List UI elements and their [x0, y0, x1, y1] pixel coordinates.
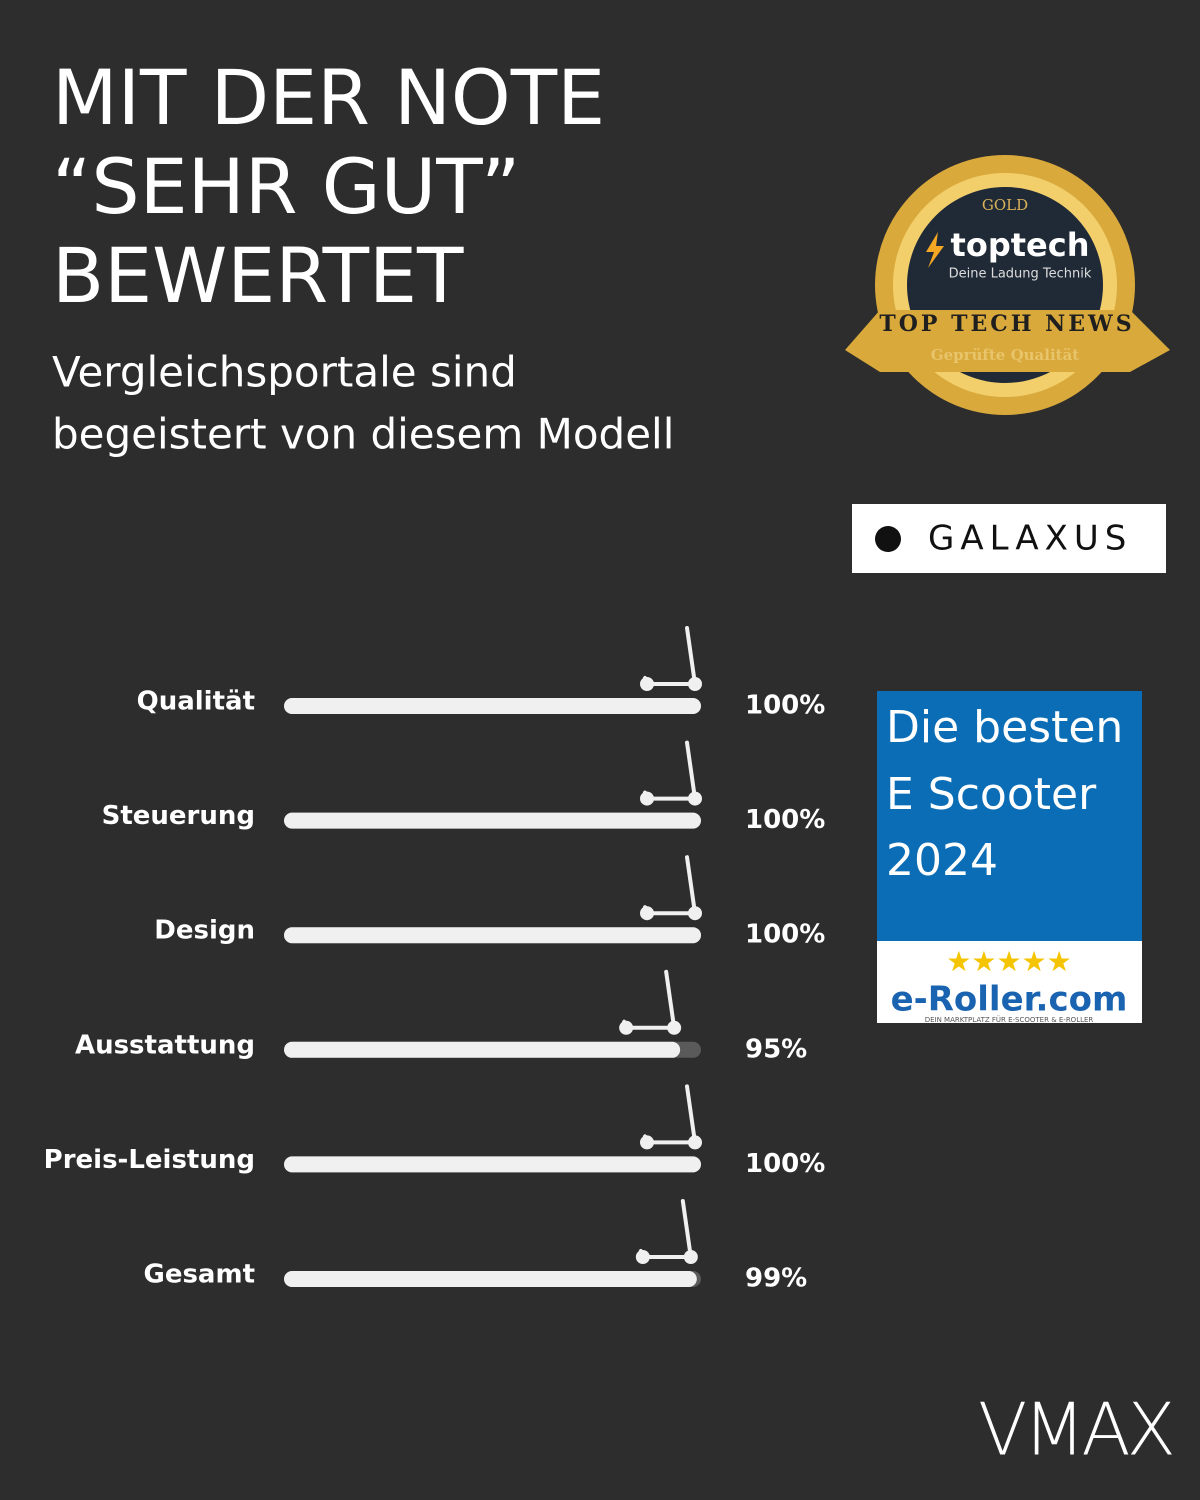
category-label: Gesamt — [143, 1260, 255, 1290]
scooter-wheel — [635, 1250, 650, 1264]
category-label: Qualität — [137, 687, 255, 717]
scooter-icon — [640, 740, 702, 806]
scooter-wheel — [640, 906, 654, 921]
subheadline: Vergleichsportale sind — [52, 348, 517, 397]
vmax-logo: VMAX — [978, 1388, 1173, 1472]
bolt-icon — [926, 232, 944, 268]
scooter-wheel — [667, 1020, 682, 1035]
category-label: Steuerung — [102, 801, 255, 831]
scooter-wheel — [688, 791, 702, 806]
scooter-icon — [640, 626, 702, 691]
eroller-line: Die besten — [886, 702, 1123, 753]
value-label: 100% — [745, 1149, 825, 1179]
subheadline: begeistert von diesem Modell — [52, 410, 674, 459]
seal-top: GOLD — [982, 196, 1028, 214]
seal-ribbon — [845, 310, 1170, 372]
category-label: Preis-Leistung — [44, 1145, 255, 1175]
scooter-wheel — [688, 677, 702, 691]
scooter-wheel — [640, 677, 654, 691]
bar — [284, 1041, 681, 1058]
scooter-icon — [635, 1199, 698, 1264]
bar — [284, 1271, 697, 1287]
headline: “SEHR GUT” — [52, 142, 520, 231]
value-label: 100% — [745, 805, 825, 835]
eroller-brand: e-Roller.com — [891, 980, 1128, 1020]
galaxus-icon — [875, 526, 901, 552]
bar — [284, 812, 701, 829]
bar — [284, 1156, 701, 1173]
eroller-tagline: DEIN MARKTPLATZ FÜR E-SCOOTER & E-ROLLER — [925, 1015, 1094, 1024]
scooter-wheel — [640, 1135, 654, 1150]
category-label: Ausstattung — [75, 1030, 255, 1060]
seal-ribbon-text: TOP TECH NEWS — [879, 311, 1134, 337]
eroller-top — [877, 691, 1142, 941]
value-label: 100% — [745, 691, 825, 721]
value-label: 95% — [745, 1034, 807, 1064]
scooter-icon — [640, 855, 702, 921]
seal-tagline: Deine Ladung Technik — [949, 267, 1092, 282]
seal: GOLD toptech Deine Ladung Technik TOP TE… — [845, 155, 1170, 415]
value-label: 100% — [745, 920, 825, 950]
scooter-wheel — [683, 1250, 698, 1264]
scooter-wheel — [619, 1020, 634, 1035]
bar — [284, 698, 701, 714]
seal-bottom: Geprüfte Qualität — [931, 346, 1080, 364]
scooter-wheel — [640, 791, 654, 806]
value-label: 99% — [745, 1264, 807, 1294]
galaxus-box — [852, 504, 1166, 573]
scooter-wheel — [688, 1135, 702, 1150]
bar — [284, 927, 701, 944]
scooter-icon — [640, 1084, 702, 1150]
seal-brand: toptech — [951, 226, 1090, 264]
eroller-line: 2024 — [886, 835, 998, 886]
headline: BEWERTET — [52, 231, 464, 320]
galaxus-text: GALAXUS — [928, 519, 1132, 559]
category-label: Design — [154, 916, 255, 946]
eroller-line: E Scooter — [886, 769, 1097, 820]
scooter-wheel — [688, 906, 702, 921]
eroller-stars: ★★★★★ — [946, 945, 1072, 978]
eroller-bottom — [877, 941, 1142, 1023]
scooter-icon — [619, 969, 682, 1035]
headline: MIT DER NOTE — [52, 53, 605, 142]
